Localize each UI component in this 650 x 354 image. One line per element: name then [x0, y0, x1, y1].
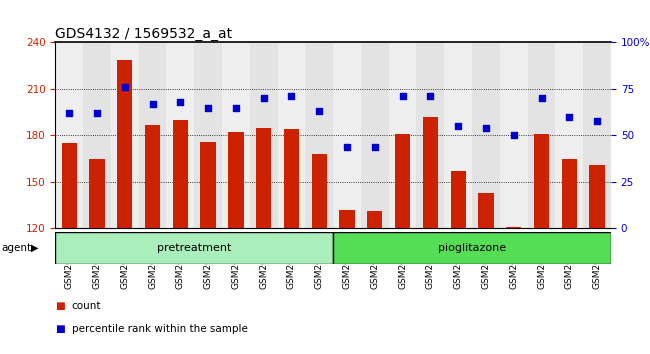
Bar [583, 42, 611, 228]
Text: ▶: ▶ [31, 243, 39, 253]
Bar [528, 42, 556, 228]
FancyBboxPatch shape [333, 232, 611, 264]
Bar [222, 42, 250, 228]
Bar [311, 154, 327, 228]
Bar [500, 42, 528, 228]
Bar [534, 134, 549, 228]
Bar [200, 142, 216, 228]
Bar [62, 143, 77, 228]
Point [397, 93, 408, 99]
Point [314, 108, 324, 114]
Bar [278, 42, 306, 228]
Text: ■: ■ [55, 301, 65, 311]
Bar [83, 42, 111, 228]
Bar [422, 117, 438, 228]
Bar [333, 42, 361, 228]
Bar [306, 42, 333, 228]
Bar [389, 42, 417, 228]
Point [592, 118, 603, 124]
Bar [250, 42, 278, 228]
Point [64, 110, 74, 116]
Bar [478, 193, 493, 228]
Text: ■: ■ [55, 324, 65, 334]
Bar [256, 128, 271, 228]
Point [203, 105, 213, 110]
Bar [339, 210, 355, 228]
Text: count: count [72, 301, 101, 311]
Bar [562, 159, 577, 228]
Bar [194, 42, 222, 228]
Bar [173, 120, 188, 228]
Point [342, 144, 352, 149]
Point [481, 125, 491, 131]
Bar [138, 42, 166, 228]
Bar [417, 42, 445, 228]
Point [370, 144, 380, 149]
Bar [367, 211, 382, 228]
Point [508, 133, 519, 138]
Bar [55, 42, 83, 228]
Point [259, 96, 269, 101]
Bar [145, 125, 160, 228]
Bar [395, 134, 410, 228]
Bar [506, 227, 521, 228]
Bar [117, 59, 133, 228]
Point [231, 105, 241, 110]
Text: GDS4132 / 1569532_a_at: GDS4132 / 1569532_a_at [55, 28, 233, 41]
Bar [361, 42, 389, 228]
Bar [555, 42, 583, 228]
Point [536, 96, 547, 101]
Text: pretreatment: pretreatment [157, 243, 231, 253]
Point [92, 110, 102, 116]
Point [286, 93, 296, 99]
Bar [284, 129, 299, 228]
FancyBboxPatch shape [55, 232, 333, 264]
Bar [111, 42, 138, 228]
Point [453, 123, 463, 129]
Point [425, 93, 436, 99]
Bar [445, 42, 472, 228]
Point [120, 84, 130, 90]
Bar [89, 159, 105, 228]
Bar [472, 42, 500, 228]
Point [175, 99, 185, 105]
Bar [166, 42, 194, 228]
Text: percentile rank within the sample: percentile rank within the sample [72, 324, 248, 334]
Bar [228, 132, 244, 228]
Text: agent: agent [1, 243, 31, 253]
Point [564, 114, 575, 120]
Text: pioglitazone: pioglitazone [438, 243, 506, 253]
Bar [450, 171, 466, 228]
Point [148, 101, 158, 107]
Bar [590, 165, 605, 228]
